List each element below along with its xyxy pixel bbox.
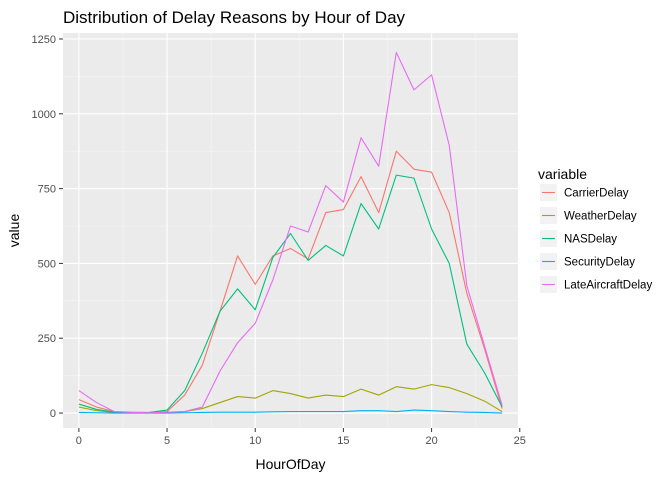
- legend-entry-securitydelay: SecurityDelay: [564, 257, 635, 269]
- series-line-lateaircraftdelay: [78, 51, 503, 414]
- x-tick-label: 25: [514, 435, 526, 447]
- x-tick-label: 0: [76, 435, 82, 447]
- legend-entry-nasdelay: NASDelay: [564, 234, 617, 246]
- x-tick-label: 20: [425, 435, 437, 447]
- chart-title: Distribution of Delay Reasons by Hour of…: [63, 8, 406, 27]
- x-axis-title: HourOfDay: [255, 456, 325, 472]
- y-tick-label: 500: [38, 258, 56, 270]
- legend-entry-weatherdelay: WeatherDelay: [564, 211, 637, 223]
- y-tick-label: 250: [38, 333, 56, 345]
- legend-entry-lateaircraftdelay: LateAircraftDelay: [564, 280, 652, 292]
- y-tick-label: 750: [38, 184, 56, 196]
- y-axis-title: value: [6, 214, 22, 248]
- y-tick-label: 0: [50, 408, 56, 420]
- grid-lines: [63, 33, 521, 428]
- legend: variable CarrierDelay WeatherDelay NASDela…: [538, 166, 652, 293]
- y-tick-label: 1000: [32, 109, 56, 121]
- legend-entry-carrierdelay: CarrierDelay: [564, 188, 629, 200]
- x-tick-label: 15: [337, 435, 349, 447]
- x-tick-label: 5: [164, 435, 170, 447]
- x-tick-label: 10: [249, 435, 261, 447]
- series-lines: [78, 51, 503, 414]
- legend-title: variable: [538, 166, 587, 182]
- y-tick-label: 1250: [32, 34, 56, 46]
- plot-panel: [63, 33, 518, 428]
